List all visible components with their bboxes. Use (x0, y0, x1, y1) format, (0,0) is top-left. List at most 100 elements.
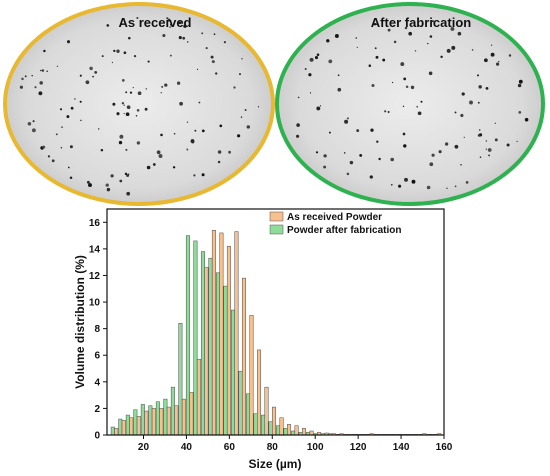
bar-as-received (144, 410, 149, 436)
particle-dot (376, 140, 379, 143)
particle-dot (46, 70, 48, 72)
particle-dot (490, 44, 493, 46)
particle-dot (94, 71, 98, 74)
particle-dot (402, 132, 406, 136)
particle-dot (316, 106, 321, 111)
particle-dot (319, 105, 322, 107)
particle-dot (69, 145, 73, 149)
bar-after-fabrication (170, 386, 175, 436)
particle-dot (326, 39, 330, 43)
particle-dot (485, 140, 488, 142)
particle-dot (32, 120, 35, 123)
particle-dot (337, 74, 340, 77)
particle-dot (41, 69, 45, 72)
particle-dot (136, 17, 139, 19)
particle-dot (85, 80, 90, 85)
y-ticks: 0 2 4 6 8 10 12 14 16 (89, 218, 107, 442)
particle-dot (24, 75, 27, 78)
bar-as-received (121, 420, 126, 436)
particle-dot (97, 128, 100, 130)
particle-dot (106, 187, 111, 192)
particle-dot (487, 148, 492, 152)
bar-as-received (151, 408, 156, 436)
particle-dot (323, 154, 327, 158)
particle-dot (454, 111, 457, 114)
bar-after-fabrication (155, 401, 160, 436)
particle-dot (61, 126, 63, 128)
micrograph-as-received: As received (3, 2, 275, 206)
particle-dot (237, 134, 241, 138)
particle-dot (92, 75, 94, 78)
bar-after-fabrication (238, 370, 243, 436)
bar-after-fabrication (178, 323, 183, 436)
particle-dot (121, 79, 125, 82)
particle-dot (123, 104, 125, 106)
particle-dot (471, 49, 474, 51)
particle-dot (370, 128, 374, 132)
y-tick-label: 2 (94, 404, 100, 415)
particle-dot (193, 174, 196, 177)
particle-dot (205, 47, 208, 50)
bar-as-received (272, 406, 276, 436)
particle-dot (182, 36, 186, 40)
particle-dot (304, 67, 307, 71)
particle-dot (233, 86, 236, 89)
particle-dot (477, 101, 480, 104)
particle-dot (121, 101, 125, 105)
y-axis-title: Volume distribution (%) (73, 255, 87, 389)
particle-dot (485, 87, 489, 90)
particle-dot (116, 49, 120, 53)
particle-dot (479, 156, 482, 158)
particle-dot (137, 91, 142, 96)
particle-dot (101, 55, 104, 58)
particle-dot (88, 183, 92, 188)
particle-dot (211, 60, 215, 64)
particle-dot (119, 179, 123, 183)
bar-as-received (264, 386, 269, 436)
particle-dot (384, 110, 387, 113)
particle-dot (454, 185, 457, 188)
particle-dot (119, 134, 124, 139)
particle-dot (124, 172, 128, 176)
x-ticks: 20 40 60 80 100 120 140 160 (138, 435, 453, 453)
particle-dot (116, 112, 120, 116)
particle-dot (246, 125, 251, 129)
bar-after-fabrication (110, 426, 115, 436)
particle-dot (402, 105, 405, 108)
particle-dot (111, 61, 113, 64)
micrograph-after-fabrication-image (277, 4, 543, 204)
particle-dot (416, 105, 419, 108)
particle-dot (400, 62, 405, 67)
particle-dot (125, 148, 128, 151)
x-tick-label: 60 (224, 442, 236, 453)
particle-dot (257, 106, 260, 108)
bar-as-received (159, 408, 164, 436)
particle-dot (429, 35, 433, 38)
bar-as-received (226, 245, 231, 436)
particle-dot (518, 79, 523, 84)
particle-dot (309, 57, 314, 62)
particle-dot (438, 150, 442, 154)
legend-swatch-as-received (269, 211, 284, 222)
y-tick-label: 4 (94, 377, 100, 388)
bar-as-received (241, 277, 246, 436)
bar-as-received (114, 428, 119, 436)
legend-label-as-received: As received Powder (287, 212, 382, 223)
particle-dot (337, 87, 342, 92)
bar-after-fabrication (133, 409, 138, 436)
particle-dot (454, 144, 459, 149)
particle-dot (27, 122, 32, 126)
particle-dot (128, 36, 131, 40)
particle-dot (410, 85, 415, 90)
particle-dot (517, 83, 522, 88)
particle-dot (167, 18, 171, 22)
particle-dot (186, 121, 189, 123)
bar-as-received (204, 267, 209, 436)
y-tick-label: 0 (94, 431, 100, 442)
particle-dot (56, 65, 59, 68)
particle-dot (106, 24, 110, 27)
particle-dot (496, 62, 500, 66)
particle-dot (239, 73, 241, 76)
particle-dot (371, 83, 375, 88)
particle-dot (162, 33, 166, 38)
